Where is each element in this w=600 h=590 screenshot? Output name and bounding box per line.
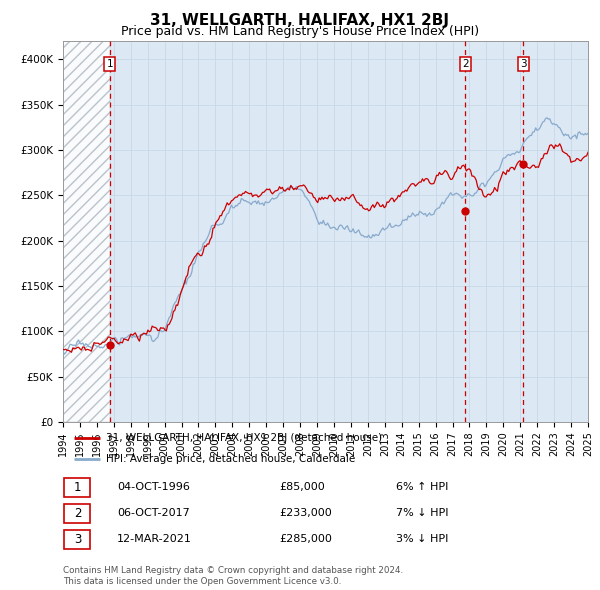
FancyBboxPatch shape (64, 504, 91, 523)
Text: 6% ↑ HPI: 6% ↑ HPI (396, 483, 448, 492)
Text: Contains HM Land Registry data © Crown copyright and database right 2024.
This d: Contains HM Land Registry data © Crown c… (63, 566, 403, 586)
Text: 12-MAR-2021: 12-MAR-2021 (117, 535, 192, 544)
Text: 3: 3 (74, 533, 81, 546)
FancyBboxPatch shape (64, 478, 91, 497)
FancyBboxPatch shape (64, 530, 91, 549)
Text: 1: 1 (74, 481, 81, 494)
Text: £85,000: £85,000 (279, 483, 325, 492)
Text: £233,000: £233,000 (279, 509, 332, 518)
Text: Price paid vs. HM Land Registry's House Price Index (HPI): Price paid vs. HM Land Registry's House … (121, 25, 479, 38)
Text: 31, WELLGARTH, HALIFAX, HX1 2BJ: 31, WELLGARTH, HALIFAX, HX1 2BJ (151, 13, 449, 28)
Text: HPI: Average price, detached house, Calderdale: HPI: Average price, detached house, Cald… (106, 454, 355, 464)
Text: £285,000: £285,000 (279, 535, 332, 544)
Text: 31, WELLGARTH, HALIFAX, HX1 2BJ (detached house): 31, WELLGARTH, HALIFAX, HX1 2BJ (detache… (106, 432, 382, 442)
Text: 3% ↓ HPI: 3% ↓ HPI (396, 535, 448, 544)
Text: 1: 1 (106, 59, 113, 69)
Text: 2: 2 (74, 507, 81, 520)
Text: 2: 2 (462, 59, 469, 69)
Text: 06-OCT-2017: 06-OCT-2017 (117, 509, 190, 518)
Text: 7% ↓ HPI: 7% ↓ HPI (396, 509, 449, 518)
Text: 04-OCT-1996: 04-OCT-1996 (117, 483, 190, 492)
Text: 3: 3 (520, 59, 527, 69)
